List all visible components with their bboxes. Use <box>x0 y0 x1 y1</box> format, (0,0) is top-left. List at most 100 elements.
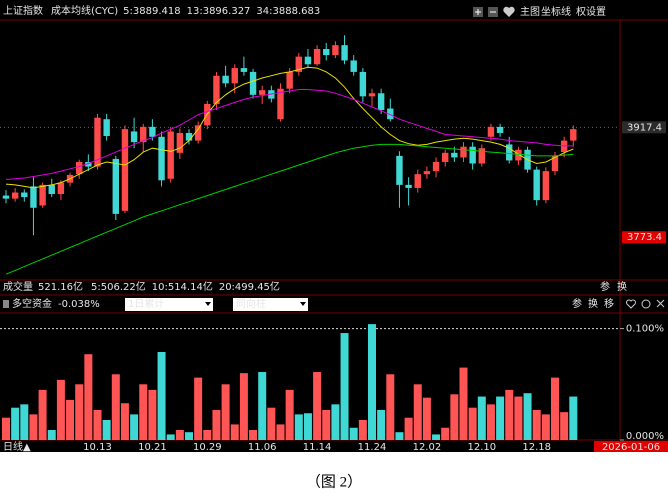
bar <box>560 412 569 440</box>
bar <box>551 377 559 440</box>
bar <box>130 414 139 440</box>
bar <box>258 372 267 440</box>
panel-tool[interactable]: 参 <box>600 280 610 293</box>
candle-body <box>140 126 147 143</box>
candle-body <box>487 126 495 137</box>
candle-body <box>478 148 485 164</box>
bar <box>276 424 285 440</box>
y-tick-label: 0.000% <box>626 431 664 442</box>
candle-body <box>414 174 421 188</box>
panel-tool[interactable]: 换 <box>588 297 598 310</box>
bar <box>139 384 148 440</box>
dropdown-label[interactable]: 同向柱 <box>236 297 266 310</box>
candle-body <box>149 126 156 137</box>
bar <box>84 354 93 440</box>
bar <box>349 427 358 440</box>
bar <box>358 419 367 440</box>
candle-body <box>304 56 312 65</box>
toolbar-item[interactable]: 权 <box>576 5 586 18</box>
dropdown-arrow <box>205 302 211 306</box>
dropdown[interactable] <box>125 298 213 311</box>
candle-body <box>359 71 367 97</box>
x-tick-label: 11.06 <box>248 442 277 453</box>
volume-average: 20:499.45亿 <box>219 280 280 293</box>
bar <box>322 409 331 440</box>
background <box>0 0 668 452</box>
candle-body <box>103 119 110 137</box>
bar <box>29 414 38 440</box>
candle-body <box>240 68 248 72</box>
bar <box>441 427 450 440</box>
dropdown[interactable] <box>233 298 308 311</box>
candle-body <box>396 155 403 185</box>
dropdown-label[interactable]: 1日累计 <box>128 297 164 310</box>
legend-entry: 34:3888.683 <box>256 6 320 17</box>
candle-body <box>332 45 339 56</box>
volume-value: 521.16亿 <box>38 280 83 293</box>
candle-body <box>423 171 431 175</box>
favorite-icon[interactable] <box>626 299 636 309</box>
bar <box>303 413 312 440</box>
volume-average: 5:506.22亿 <box>91 280 146 293</box>
bar <box>569 396 578 440</box>
candle-body <box>551 155 559 172</box>
zoom-in-glyph <box>475 9 481 15</box>
panel-tool[interactable]: 换 <box>617 280 627 293</box>
bar <box>395 432 404 440</box>
bar <box>111 374 120 440</box>
indicator-name: 成本均线(CYC) <box>51 4 118 17</box>
bar <box>175 429 184 440</box>
toolbar-item[interactable]: 坐标线 <box>541 5 571 18</box>
candle-body <box>176 132 184 153</box>
volume-label: 成交量 <box>3 280 33 293</box>
candle-body <box>377 93 385 111</box>
bar <box>285 389 294 440</box>
candle-body <box>2 195 10 199</box>
candle-body <box>570 129 577 141</box>
x-tick-label: 10.13 <box>83 442 112 453</box>
bar <box>505 389 514 440</box>
bar <box>47 429 56 440</box>
last-date-box <box>594 441 668 452</box>
candle-body <box>515 149 522 161</box>
bar <box>157 351 166 440</box>
bar <box>120 403 129 440</box>
bar <box>541 414 550 440</box>
candle-body <box>451 152 458 158</box>
candle-body <box>277 88 284 120</box>
bar <box>450 394 459 440</box>
caption: （图 2） <box>306 473 362 490</box>
candle-body <box>286 71 293 89</box>
bar <box>56 379 65 440</box>
period-label: 日线▲ <box>3 440 31 453</box>
candle-body <box>323 49 330 56</box>
ma-line <box>5 66 574 189</box>
bar <box>432 434 441 440</box>
bar <box>75 384 84 440</box>
dropdown-arrow <box>300 302 306 306</box>
candle-body <box>368 93 376 97</box>
panel-icon <box>3 300 9 308</box>
candle-body <box>121 129 129 211</box>
legend-entry: 13:3896.327 <box>187 6 251 17</box>
panel-tool[interactable]: 参 <box>572 297 582 310</box>
settings-icon[interactable] <box>641 299 651 309</box>
candle-body <box>313 49 321 65</box>
volume-average: 10:514.14亿 <box>152 280 213 293</box>
bar <box>166 434 175 440</box>
close-icon[interactable] <box>656 299 665 308</box>
bar <box>368 324 376 440</box>
candle-body <box>85 161 92 167</box>
bar <box>185 432 193 440</box>
toolbar-item[interactable]: 主图 <box>520 6 540 18</box>
bar <box>532 409 541 440</box>
favorite-icon[interactable] <box>503 6 515 17</box>
panel-tool[interactable]: 移 <box>604 297 614 310</box>
bar <box>11 407 20 440</box>
candle-body <box>112 158 119 214</box>
toolbar-item[interactable]: 设置 <box>586 6 606 18</box>
candle-body <box>11 192 19 199</box>
candle-body <box>350 60 357 72</box>
y-tick-label: 0.100% <box>626 324 664 335</box>
bar <box>331 404 340 440</box>
